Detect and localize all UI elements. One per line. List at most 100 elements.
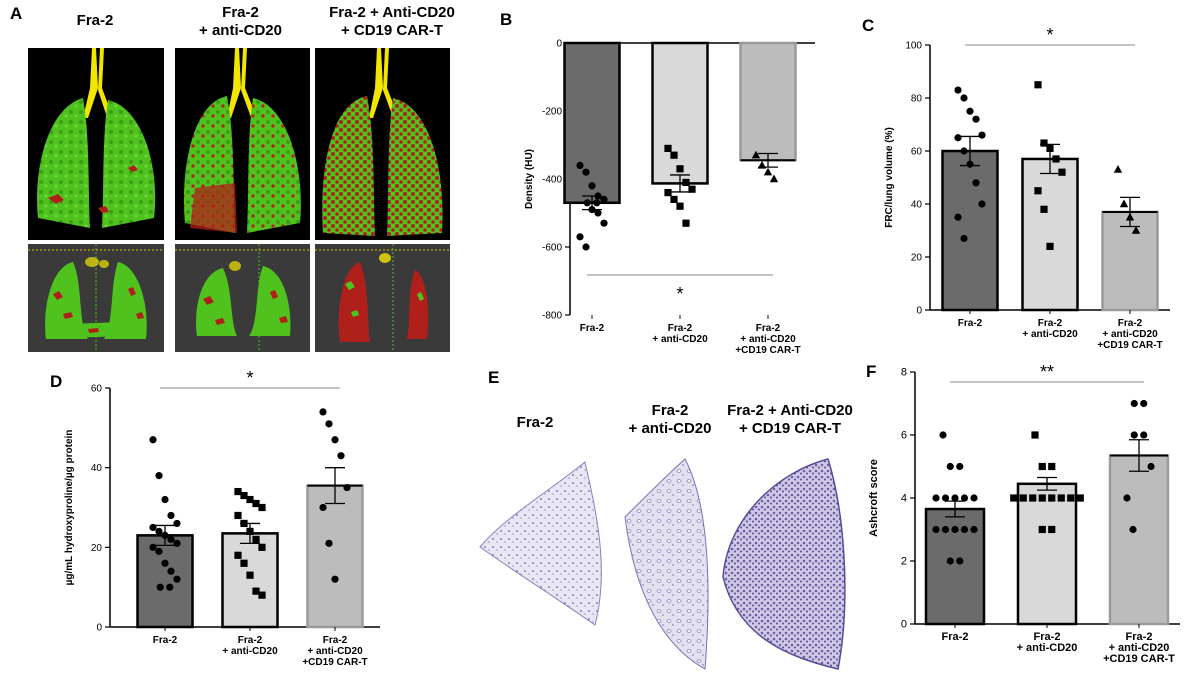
data-point bbox=[149, 436, 157, 444]
panel-letter-b: B bbox=[500, 10, 513, 29]
data-point bbox=[1031, 431, 1039, 439]
data-point bbox=[951, 494, 959, 502]
data-point bbox=[1125, 212, 1135, 221]
data-point bbox=[325, 539, 333, 547]
data-point bbox=[676, 202, 684, 210]
panel-a-header-1: Fra-2 bbox=[76, 12, 114, 29]
x-tick-label: Fra-2 + anti-CD20 +CD19 CAR-T bbox=[735, 323, 800, 356]
data-point bbox=[946, 462, 954, 471]
bar-2 bbox=[1021, 157, 1079, 312]
data-point bbox=[155, 472, 163, 480]
data-point bbox=[932, 494, 940, 502]
data-point bbox=[956, 462, 964, 471]
data-point bbox=[978, 131, 986, 139]
data-point bbox=[970, 525, 978, 534]
panel-b: B 0 -200 -400 -600 -800 Density (HU) Fra-2 Fra-… bbox=[470, 0, 840, 362]
x-tick-label: Fra-2 + anti-CD20 +CD19 CAR-T bbox=[1097, 318, 1162, 351]
x-tick-label-line: + anti-CD20 bbox=[652, 334, 708, 345]
data-point bbox=[1113, 165, 1123, 173]
data-point bbox=[1140, 399, 1148, 408]
data-point bbox=[167, 535, 175, 543]
y-tick-label: -400 bbox=[542, 175, 562, 186]
y-tick-label: -800 bbox=[542, 311, 562, 322]
data-point bbox=[167, 567, 175, 575]
bar-3 bbox=[306, 484, 364, 629]
y-tick-label: 100 bbox=[905, 41, 922, 52]
y-tick-label: 2 bbox=[901, 556, 907, 568]
data-point bbox=[234, 487, 242, 496]
data-point bbox=[670, 151, 678, 159]
x-tick-label-line: +CD19 CAR-T bbox=[735, 345, 800, 356]
data-point bbox=[1140, 431, 1148, 439]
panel-letter-a: A bbox=[10, 4, 23, 23]
y-axis-label: µg/mL hydroxyproline/µg protein bbox=[64, 430, 75, 586]
panel-e-header-3: Fra-2 + Anti-CD20 + CD19 CAR-T bbox=[727, 402, 853, 437]
y-axis-label: FRC/lung volume (%) bbox=[884, 127, 895, 228]
x-tick-label-line: Fra-2 bbox=[323, 635, 348, 646]
y-tick-label: 20 bbox=[91, 543, 103, 554]
data-point bbox=[576, 161, 584, 169]
y-tick-label: 0 bbox=[916, 306, 922, 317]
data-point bbox=[161, 559, 169, 567]
bar-3 bbox=[739, 41, 797, 162]
x-tick-label-line: + anti-CD20 bbox=[1022, 329, 1078, 340]
data-point bbox=[1034, 81, 1042, 89]
bar-3 bbox=[1101, 210, 1159, 312]
ct-3d-render-fra2 bbox=[28, 48, 164, 240]
data-point bbox=[149, 523, 157, 532]
data-point bbox=[1119, 199, 1129, 208]
ct-3d-render-anti-cd20 bbox=[175, 48, 310, 240]
y-tick-label: 60 bbox=[911, 147, 923, 158]
bar-3 bbox=[1108, 454, 1170, 626]
x-tick-label: Fra-2 + anti-CD20 +CD19 CAR-T bbox=[1103, 631, 1175, 665]
data-point bbox=[769, 174, 779, 183]
data-point bbox=[960, 147, 968, 155]
data-point bbox=[331, 575, 339, 583]
ct-slice-fra2 bbox=[28, 244, 164, 352]
x-tick-label: Fra-2 + anti-CD20 bbox=[652, 323, 708, 345]
x-tick-label: Fra-2 + anti-CD20 +CD19 CAR-T bbox=[302, 635, 367, 668]
data-point bbox=[972, 115, 980, 123]
panel-a-header-3: Fra-2 + Anti-CD20 + CD19 CAR-T bbox=[329, 4, 455, 39]
panel-a-header-2: Fra-2 + anti-CD20 bbox=[199, 4, 282, 39]
data-point bbox=[954, 213, 962, 221]
x-tick-label-line: + anti-CD20 bbox=[1102, 329, 1158, 340]
y-tick-label: 40 bbox=[91, 463, 103, 474]
x-tick-label-line: +CD19 CAR-T bbox=[1097, 340, 1162, 351]
x-tick-label-line: Fra-2 bbox=[756, 323, 781, 334]
panel-letter-c: C bbox=[862, 16, 875, 35]
x-tick-label-line: + anti-CD20 bbox=[1017, 642, 1078, 654]
data-point bbox=[960, 525, 969, 534]
data-point bbox=[343, 483, 351, 492]
data-point bbox=[1057, 494, 1065, 502]
data-point bbox=[252, 499, 260, 508]
data-point bbox=[1040, 139, 1048, 147]
data-point bbox=[1038, 525, 1046, 534]
y-tick-label: -200 bbox=[542, 107, 562, 118]
data-point bbox=[240, 519, 248, 528]
data-point bbox=[331, 436, 339, 444]
x-tick-label-line: Fra-2 bbox=[942, 631, 969, 643]
x-tick-label: Fra-2 bbox=[153, 635, 178, 646]
data-point bbox=[240, 559, 248, 567]
data-point bbox=[319, 503, 327, 512]
data-point bbox=[1038, 462, 1046, 471]
data-point bbox=[688, 185, 696, 193]
data-point bbox=[583, 199, 591, 207]
x-tick-label-line: Fra-2 bbox=[580, 323, 605, 334]
x-tick-label-line: +CD19 CAR-T bbox=[302, 657, 367, 668]
significance-label: ** bbox=[1040, 362, 1054, 382]
panel-letter-e: E bbox=[488, 368, 500, 387]
x-tick-label-line: Fra-2 bbox=[153, 635, 178, 646]
data-point bbox=[252, 587, 260, 595]
data-point bbox=[588, 206, 596, 214]
y-tick-label: 60 bbox=[91, 384, 103, 395]
data-point bbox=[594, 209, 602, 217]
data-point bbox=[1130, 431, 1138, 439]
chart-d-hydroxyproline: 0 20 40 60 µg/mL hydroxyproline/µg protein Fr… bbox=[64, 368, 380, 668]
x-tick-label-line: Fra-2 bbox=[958, 318, 983, 329]
data-point bbox=[149, 543, 157, 551]
data-point bbox=[1048, 494, 1056, 502]
data-point bbox=[664, 189, 672, 197]
